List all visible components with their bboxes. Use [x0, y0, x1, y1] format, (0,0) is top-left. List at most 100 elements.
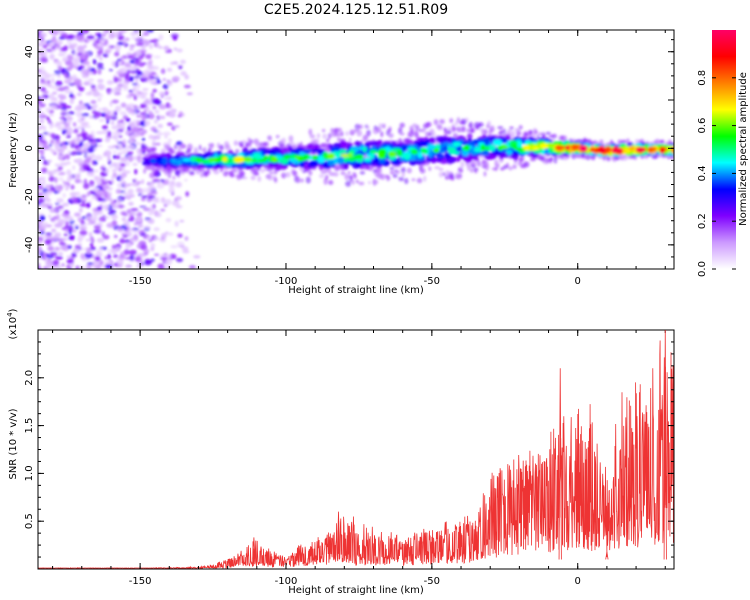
noise-speck	[96, 131, 104, 135]
noise-speck	[46, 116, 50, 121]
noise-speck	[179, 219, 185, 223]
ridge-halo	[399, 122, 405, 128]
noise-speck	[47, 159, 53, 163]
noise-speck	[38, 262, 41, 267]
ridge-halo	[551, 133, 558, 139]
noise-speck	[130, 70, 136, 74]
noise-speck	[38, 139, 46, 143]
noise-speck	[98, 108, 102, 111]
colorbar-tick-label: 0.2	[697, 213, 708, 229]
noise-speck	[147, 110, 153, 114]
noise-speck	[143, 248, 150, 254]
noise-speck	[49, 113, 54, 117]
noise-speck	[153, 119, 159, 124]
ridge-halo	[389, 170, 395, 175]
noise-speck	[88, 78, 95, 82]
noise-speck	[50, 217, 57, 223]
noise-speck	[129, 44, 136, 48]
noise-speck	[83, 159, 91, 164]
noise-speck	[149, 59, 153, 66]
noise-speck	[94, 154, 103, 161]
noise-speck	[115, 188, 121, 194]
noise-speck	[47, 236, 53, 240]
ridge-blob	[320, 143, 328, 148]
noise-speck	[98, 43, 103, 49]
ridge-blob	[333, 143, 342, 148]
noise-speck	[143, 109, 147, 114]
noise-speck	[117, 152, 123, 156]
ridge-halo	[515, 130, 522, 137]
ridge-halo	[250, 175, 256, 181]
noise-speck	[147, 113, 155, 120]
ridge-halo	[483, 171, 487, 177]
noise-speck	[113, 199, 117, 203]
ridge-blob	[311, 148, 319, 153]
ridge-blob	[476, 138, 487, 143]
ridge-halo	[509, 126, 514, 130]
noise-speck	[69, 98, 75, 105]
ridge-halo	[398, 138, 402, 143]
noise-speck	[44, 238, 52, 245]
noise-speck	[55, 44, 61, 49]
noise-speck	[170, 245, 178, 249]
noise-speck	[57, 125, 65, 131]
noise-speck	[87, 265, 92, 269]
noise-speck	[159, 115, 166, 120]
ridge-halo	[449, 175, 455, 181]
ridge-halo	[419, 167, 426, 174]
ridge-blob	[240, 162, 247, 168]
noise-speck	[120, 102, 127, 108]
noise-speck	[92, 90, 99, 95]
noise-speck	[95, 255, 101, 262]
ridge-halo	[438, 167, 444, 171]
noise-speck	[110, 116, 117, 120]
ridge-halo	[469, 167, 474, 173]
noise-speck	[73, 61, 80, 67]
noise-speck	[119, 238, 126, 244]
noise-speck	[47, 206, 53, 209]
ridge-halo	[351, 180, 355, 185]
noise-speck	[176, 241, 185, 248]
spectrogram-blobs	[38, 30, 674, 269]
ridge-halo	[505, 162, 510, 169]
noise-speck	[90, 238, 95, 243]
x-tick-label: -50	[424, 276, 440, 287]
noise-speck	[118, 167, 122, 172]
noise-speck	[66, 177, 72, 183]
ridge-halo	[607, 157, 612, 161]
noise-speck	[117, 173, 125, 176]
noise-speck	[150, 246, 155, 251]
noise-speck	[140, 62, 147, 65]
noise-speck	[164, 97, 170, 100]
noise-speck	[154, 129, 161, 133]
noise-speck	[71, 252, 77, 258]
noise-speck	[88, 231, 93, 237]
ridge-blob	[599, 148, 606, 153]
ridge-halo	[388, 126, 392, 133]
noise-speck	[160, 233, 167, 239]
noise-speck	[48, 176, 56, 182]
noise-speck	[65, 221, 69, 227]
ridge-blob	[327, 159, 335, 166]
noise-speck	[52, 259, 60, 266]
noise-speck	[112, 154, 117, 160]
noise-speck	[141, 137, 146, 142]
ridge-halo	[359, 171, 366, 175]
noise-speck	[117, 204, 125, 209]
ridge-halo	[167, 171, 172, 179]
noise-speck	[49, 251, 58, 257]
noise-speck	[72, 122, 77, 127]
noise-speck	[97, 69, 102, 75]
noise-speck	[59, 102, 67, 107]
noise-speck	[97, 97, 102, 102]
noise-speck	[65, 161, 71, 165]
noise-speck	[58, 237, 65, 243]
noise-speck	[142, 88, 149, 91]
y-tick-label: 1.0	[24, 465, 35, 481]
ridge-halo	[512, 130, 516, 138]
noise-speck	[111, 244, 116, 250]
ridge-halo	[281, 172, 287, 179]
noise-speck	[116, 256, 124, 263]
ridge-halo	[249, 139, 254, 144]
ridge-halo	[444, 129, 448, 136]
